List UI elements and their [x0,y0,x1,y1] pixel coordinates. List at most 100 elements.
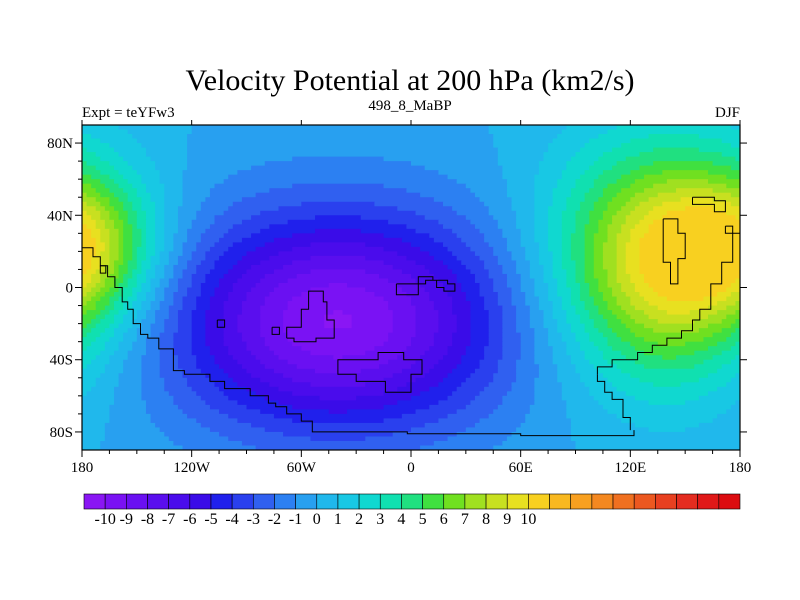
field-cell [721,152,740,158]
field-cell [82,427,106,433]
field-cell [429,269,453,275]
field-cell [420,355,444,361]
field-cell [159,260,170,266]
field-cell [388,301,412,307]
field-cell [721,364,740,370]
field-cell [735,373,740,379]
colorbar-label: 9 [503,511,511,528]
field-cell [593,273,609,280]
field-cell [653,287,727,293]
field-cell [141,233,147,239]
field-cell [566,350,586,356]
field-cell [123,224,133,230]
field-cell [561,237,572,243]
field-cell [113,386,143,392]
field-cell [584,237,595,243]
field-cell [639,246,740,252]
field-cell [196,296,211,302]
field-cell [612,310,627,316]
field-cell [516,359,535,365]
field-cell [543,310,554,316]
field-cell [113,260,124,266]
field-cell [255,192,421,198]
field-cell [598,228,609,234]
field-cell [251,373,284,379]
field-cell [82,282,88,289]
field-cell [95,292,106,298]
field-cell [104,242,111,248]
field-cell [113,391,143,397]
field-cell [607,237,618,243]
field-cell [607,323,627,329]
field-cell [95,188,111,194]
field-cell [132,292,138,298]
field-cell [145,183,165,189]
field-cell [86,282,97,289]
field-cell [584,301,595,307]
field-cell [150,328,165,334]
x-tick-label: 120E [614,460,646,476]
field-cell [644,296,668,302]
field-cell [575,210,590,216]
field-cell [557,134,599,140]
field-cell [616,301,631,307]
field-cell [456,255,481,262]
field-cell [479,282,494,289]
field-cell [132,305,142,311]
field-cell [173,346,193,352]
field-cell [351,314,394,320]
field-cell [164,192,184,198]
field-cell [141,228,147,234]
field-cell [200,282,220,289]
field-cell [465,242,490,248]
field-cell [287,301,389,307]
field-cell [232,242,266,248]
field-cell [283,328,394,334]
field-cell [456,233,485,239]
field-cell [561,301,572,307]
field-cell [433,337,453,343]
field-cell [145,219,156,225]
field-cell [82,170,101,176]
colorbar-swatch [379,493,402,510]
field-cell [662,170,709,176]
field-cell [86,391,115,397]
field-cell [621,174,645,180]
field-cell [497,368,517,374]
field-cell [118,197,129,203]
field-cell [173,400,206,406]
field-cell [191,125,490,131]
field-cell [104,206,115,212]
field-cell [561,391,590,397]
field-cell [589,391,627,397]
field-cell [82,278,92,284]
field-cell [113,301,124,307]
field-cell [570,418,622,424]
field-cell [497,296,513,302]
field-cell [415,310,440,316]
field-cell [607,305,622,311]
field-cell [726,174,740,180]
field-cell [520,422,572,429]
field-cell [511,206,535,212]
field-cell [141,377,165,383]
field-cell [548,210,563,216]
field-cell [488,319,503,325]
field-cell [177,278,193,284]
field-cell [82,418,111,424]
field-cell [634,359,705,365]
field-cell [104,292,115,298]
field-cell [726,287,740,293]
field-cell [534,292,549,298]
field-cell [644,350,695,356]
field-cell [543,152,577,158]
field-cell [612,215,627,221]
field-cell [566,404,604,410]
field-cell [415,319,440,325]
field-cell [557,328,572,334]
field-cell [223,310,243,316]
field-cell [191,346,211,352]
field-cell [630,301,650,307]
field-cell [209,192,257,198]
